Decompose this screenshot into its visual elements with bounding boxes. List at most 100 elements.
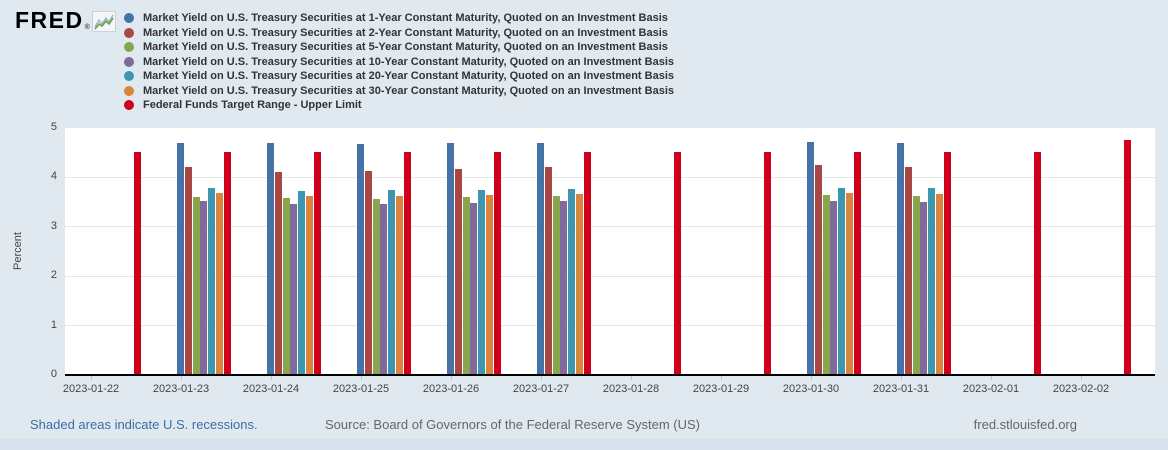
chart-bar	[223, 152, 231, 375]
chart-bar	[830, 200, 838, 375]
chart-bar	[544, 167, 552, 375]
chart-legend: Market Yield on U.S. Treasury Securities…	[124, 11, 674, 113]
x-axis-tick-label: 2023-01-28	[602, 383, 660, 395]
source-text: Source: Board of Governors of the Federa…	[325, 417, 700, 432]
x-axis-tick-label: 2023-01-31	[872, 383, 930, 395]
chart-bar	[177, 143, 184, 375]
chart-bar	[853, 152, 861, 375]
gridline	[65, 226, 1155, 227]
legend-item-label: Market Yield on U.S. Treasury Securities…	[143, 12, 668, 25]
x-axis-tick	[810, 376, 812, 380]
x-axis-tick	[360, 376, 362, 380]
legend-item[interactable]: Market Yield on U.S. Treasury Securities…	[124, 84, 674, 99]
x-axis-tick-label: 2023-01-23	[152, 383, 210, 395]
chart-bar	[298, 190, 305, 375]
x-axis-tick	[90, 376, 92, 380]
legend-dot-icon	[124, 85, 134, 96]
gridline	[65, 325, 1155, 326]
chart-bar	[1123, 139, 1131, 375]
x-axis-line	[65, 373, 1155, 376]
legend-item-label: Market Yield on U.S. Treasury Securities…	[143, 55, 675, 68]
chart-bar	[493, 152, 501, 375]
chart-bar	[763, 152, 771, 375]
legend-item[interactable]: Market Yield on U.S. Treasury Securities…	[124, 55, 674, 70]
x-axis-tick	[270, 376, 272, 380]
x-axis-tick-label: 2023-01-24	[242, 383, 300, 395]
chart-bar	[822, 194, 830, 375]
legend-item[interactable]: Market Yield on U.S. Treasury Securities…	[124, 69, 674, 84]
chart-bar	[372, 198, 380, 375]
chart-bar	[485, 194, 493, 375]
chart-bar	[447, 142, 454, 375]
chart-bar	[403, 152, 411, 375]
x-axis-tick-label: 2023-01-27	[512, 383, 570, 395]
y-axis-tick-label: 3	[50, 219, 57, 232]
chart-bar	[583, 152, 591, 375]
chart-bar	[897, 143, 904, 375]
chart-bar	[814, 164, 822, 375]
gridline	[65, 176, 1155, 178]
y-axis-tick-label: 5	[50, 120, 57, 133]
chart-bar	[290, 203, 298, 375]
legend-dot-icon	[124, 27, 134, 38]
chart-bar	[192, 196, 200, 375]
y-axis-tick-label: 4	[50, 170, 57, 182]
legend-item-label: Market Yield on U.S. Treasury Securities…	[143, 26, 668, 39]
legend-dot-icon	[124, 71, 134, 82]
chart-bar	[943, 152, 951, 375]
legend-item[interactable]: Market Yield on U.S. Treasury Securities…	[124, 26, 674, 41]
legend-item[interactable]: Market Yield on U.S. Treasury Securities…	[124, 40, 674, 55]
chart-bar	[364, 171, 372, 375]
chart-bar	[470, 202, 478, 375]
x-axis-tick	[720, 376, 722, 380]
chart-bar	[454, 168, 462, 375]
fred-logo-text: FRED	[15, 7, 84, 33]
chart-bar	[274, 171, 282, 375]
chart-bar	[560, 201, 568, 375]
x-axis-tick	[540, 376, 542, 380]
legend-item-label: Market Yield on U.S. Treasury Securities…	[143, 84, 675, 97]
legend-item-label: Market Yield on U.S. Treasury Securities…	[143, 41, 668, 54]
chart-bar	[807, 141, 814, 375]
chart-bar	[935, 194, 943, 375]
chart-bar	[1033, 152, 1041, 375]
plot-background	[65, 127, 1155, 375]
chart-bar	[904, 166, 912, 375]
chart-bar	[305, 195, 313, 375]
fred-site-link[interactable]: fred.stlouisfed.org	[973, 417, 1077, 432]
x-axis-tick	[180, 376, 182, 380]
legend-item[interactable]: Federal Funds Target Range - Upper Limit	[124, 98, 674, 113]
chart-bar	[380, 203, 388, 375]
y-axis-title: Percent	[12, 232, 24, 270]
x-axis-tick	[900, 376, 902, 380]
bottom-strip	[0, 439, 1168, 450]
legend-dot-icon	[124, 13, 134, 24]
legend-item[interactable]: Market Yield on U.S. Treasury Securities…	[124, 11, 674, 26]
x-axis-tick-label: 2023-02-01	[962, 383, 1020, 395]
gridline	[65, 275, 1155, 277]
chart-bar	[267, 142, 274, 375]
chart-bar	[462, 197, 470, 375]
chart-bar	[388, 190, 395, 375]
x-axis-tick-label: 2023-01-26	[422, 383, 480, 395]
chart-bar	[184, 166, 192, 375]
chart-bar	[208, 187, 215, 375]
x-axis-tick-label: 2023-01-22	[62, 383, 120, 395]
x-axis-tick	[450, 376, 452, 380]
x-axis-tick-label: 2023-02-02	[1052, 383, 1110, 395]
chart-bar	[133, 152, 141, 375]
legend-dot-icon	[124, 42, 134, 53]
recessions-note-link[interactable]: Shaded areas indicate U.S. recessions.	[30, 417, 258, 432]
chart-bar	[845, 193, 853, 375]
fred-logo[interactable]: FRED ®	[15, 8, 116, 32]
legend-item-label: Market Yield on U.S. Treasury Securities…	[143, 70, 675, 83]
y-axis-tick-label: 1	[50, 318, 57, 331]
x-axis-tick	[990, 376, 992, 380]
chart-bar	[215, 192, 223, 375]
sparkline-icon	[91, 11, 116, 32]
chart-bar	[928, 188, 935, 375]
chart-bar	[313, 152, 321, 375]
legend-dot-icon	[124, 100, 134, 111]
chart-bar	[478, 189, 485, 375]
